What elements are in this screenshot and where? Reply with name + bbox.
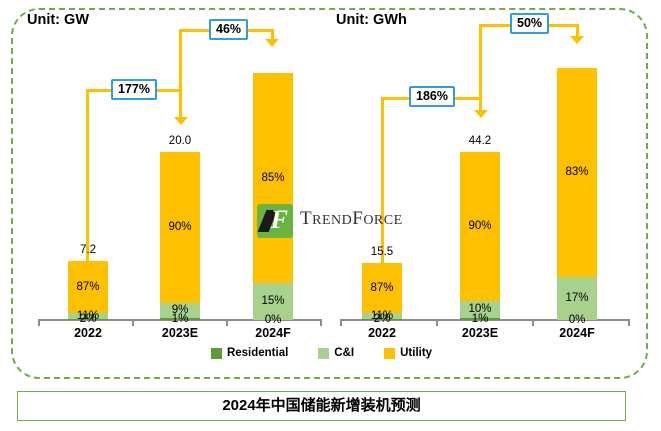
ci-segment — [253, 283, 293, 320]
growth-arrowhead — [570, 36, 584, 44]
residential-pct-label: 2% — [79, 313, 97, 325]
utility-segment — [460, 152, 500, 301]
utility-pct-label: 83% — [565, 166, 589, 178]
axis-tick — [38, 321, 40, 326]
axis-tick — [628, 321, 630, 326]
ci-pct-label: 17% — [565, 292, 589, 304]
residential-segment — [160, 318, 200, 320]
legend-item-utility: Utility — [384, 347, 432, 359]
utility-pct-label: 85% — [261, 171, 285, 184]
growth-arrowhead — [265, 39, 279, 47]
residential-segment — [460, 318, 500, 320]
legend-item-residential: Residential — [210, 347, 289, 359]
legend-swatch-ci — [318, 347, 330, 359]
figure-title: 2024年中国储能新增装机预测 — [17, 391, 626, 421]
growth-callout-gw-2024: 46% — [209, 19, 249, 40]
bar-total-label: 20.0 — [168, 135, 192, 147]
legend-label: C&I — [334, 347, 355, 359]
residential-segment — [68, 319, 108, 320]
growth-arrow-line — [86, 89, 89, 261]
axis-tick — [226, 321, 228, 326]
growth-arrow-line — [381, 97, 384, 263]
utility-pct-label: 90% — [168, 221, 192, 233]
trendforce-logo: F TRENDFORCE — [257, 204, 403, 238]
ci-pct-label: 10% — [468, 303, 492, 315]
logo-f-glyph: F — [270, 205, 288, 234]
axis-tick — [320, 321, 322, 326]
growth-arrowhead — [174, 117, 188, 125]
utility-segment — [253, 73, 293, 283]
left-chart-unit-label: Unit: GW — [27, 12, 90, 28]
growth-callout-gwh-2023: 186% — [409, 86, 455, 107]
utility-segment — [557, 68, 597, 277]
ci-pct-label: 11% — [76, 309, 100, 322]
ci-segment — [160, 303, 200, 318]
growth-callout-gwh-2024: 50% — [510, 13, 550, 34]
residential-pct-label: 2% — [373, 313, 391, 325]
bar-total-label: 15.5 — [370, 246, 394, 258]
stacked-bar — [460, 152, 500, 320]
stacked-bar — [253, 73, 293, 320]
growth-arrowhead — [474, 110, 488, 118]
stacked-bar — [160, 152, 200, 320]
x-label-gwh-2024f: 2024F — [559, 326, 595, 340]
trendforce-logo-text: TRENDFORCE — [300, 208, 403, 230]
ci-segment — [362, 313, 402, 319]
residential-pct-label: 1% — [471, 312, 489, 325]
bar-total-label: 7.2 — [80, 244, 96, 256]
right-chart-unit-label: Unit: GWh — [336, 12, 407, 28]
utility-pct-label: 90% — [468, 220, 492, 232]
growth-arrow-line — [179, 29, 182, 117]
axis-tick — [532, 321, 534, 326]
growth-arrowhead-line — [271, 29, 274, 40]
axis-tick — [340, 321, 342, 326]
legend: Residential C&I Utility — [0, 347, 652, 359]
bar-total-label — [249, 55, 297, 70]
logo-text-part: REND — [312, 213, 353, 228]
legend-swatch-residential — [210, 347, 222, 359]
x-label-gw-2022: 2022 — [74, 326, 102, 340]
bar-total-label: 44.2 — [468, 135, 492, 147]
ci-segment — [460, 301, 500, 318]
utility-pct-label: 87% — [76, 280, 100, 293]
residential-segment — [362, 319, 402, 320]
utility-segment — [68, 261, 108, 313]
ci-segment — [68, 313, 108, 319]
stacked-bar — [68, 261, 108, 320]
x-label-gwh-2022: 2022 — [368, 326, 396, 340]
right-x-axis — [340, 319, 630, 321]
x-label-gwh-2023e: 2023E — [461, 326, 499, 340]
growth-arrowhead-line — [576, 24, 579, 36]
growth-callout-gw-2023: 177% — [111, 79, 157, 100]
logo-text-part: F — [352, 208, 364, 229]
legend-swatch-utility — [384, 347, 396, 359]
utility-pct-label: 87% — [370, 281, 394, 294]
x-label-gw-2024f: 2024F — [255, 326, 291, 340]
legend-label: Utility — [400, 347, 433, 359]
trendforce-logo-icon: F — [257, 204, 293, 238]
logo-text-part: T — [300, 208, 313, 229]
logo-text-part: ORCE — [363, 213, 403, 228]
utility-segment — [160, 152, 200, 303]
legend-label: Residential — [226, 347, 289, 359]
ci-pct-label: 15% — [261, 295, 285, 307]
residential-pct-label: 1% — [171, 312, 189, 325]
residential-pct-label: 0% — [264, 313, 282, 326]
stacked-bar — [362, 263, 402, 320]
residential-pct-label: 0% — [568, 313, 586, 326]
bar-total-label — [553, 50, 601, 65]
ci-pct-label: 11% — [370, 309, 394, 322]
chart-border-frame — [11, 8, 648, 379]
stacked-bar — [557, 68, 597, 320]
legend-item-ci: C&I — [318, 347, 354, 359]
left-x-axis — [38, 319, 322, 321]
axis-tick — [436, 321, 438, 326]
x-label-gw-2023e: 2023E — [161, 326, 199, 340]
axis-tick — [132, 321, 134, 326]
ci-pct-label: 9% — [171, 304, 189, 316]
ci-segment — [557, 277, 597, 320]
growth-arrow-line — [479, 24, 482, 110]
utility-segment — [362, 263, 402, 313]
